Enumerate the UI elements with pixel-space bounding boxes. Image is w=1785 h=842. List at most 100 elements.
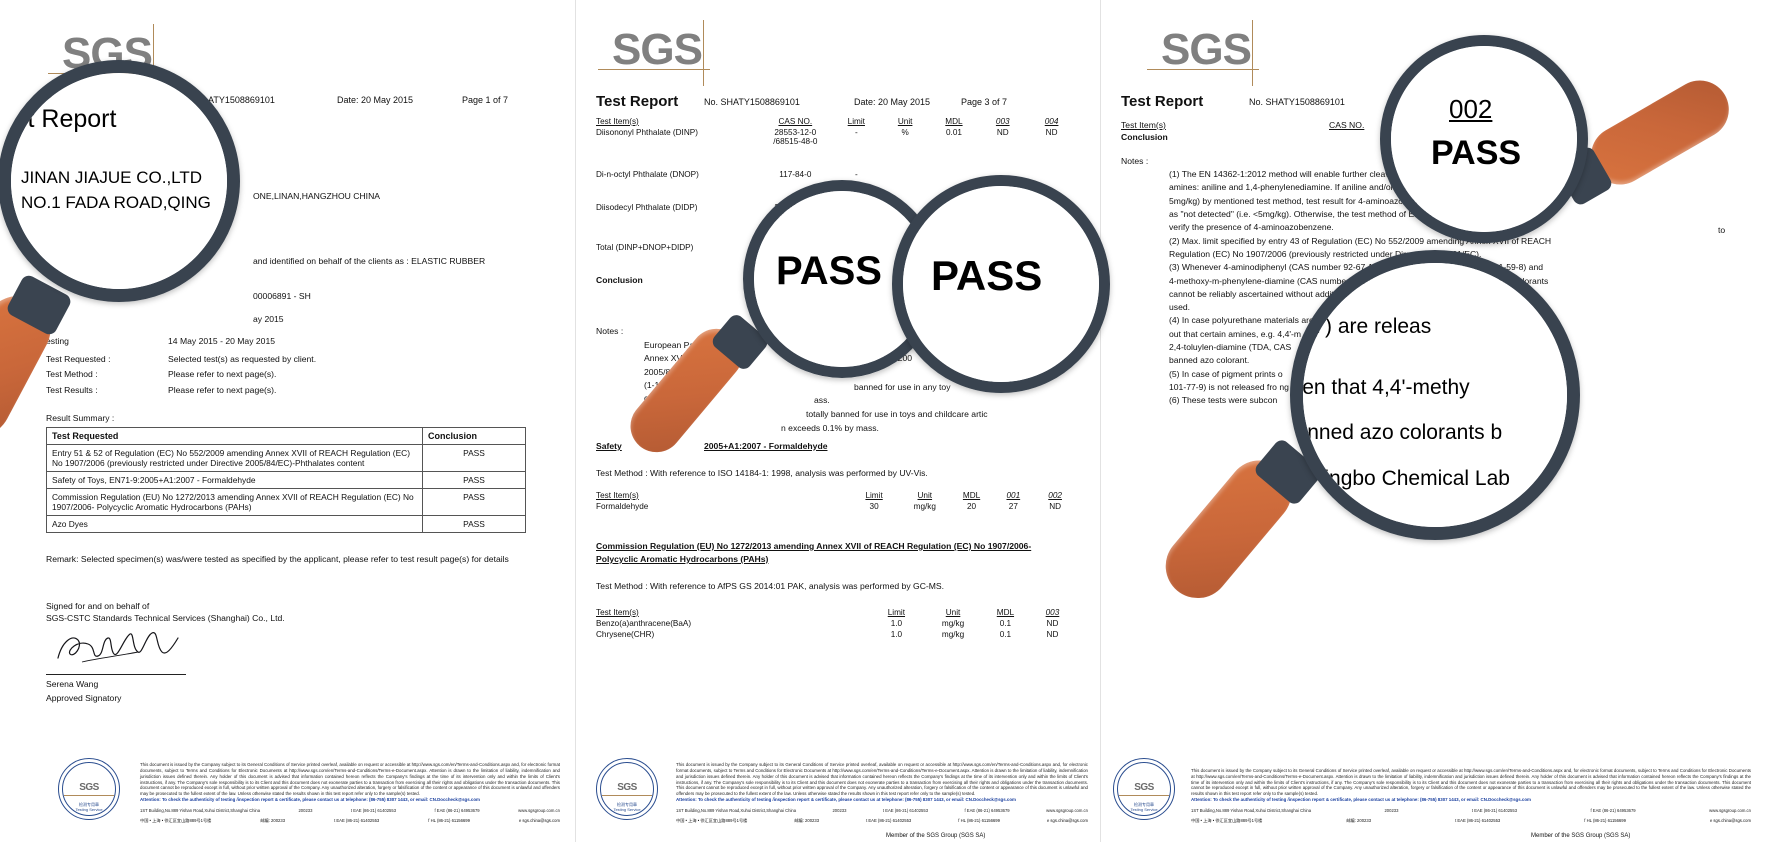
cell-r003: ND xyxy=(1046,619,1059,628)
document-page-3: SGS Test Report No. SHATY1508869101 Date… xyxy=(1100,0,1785,842)
client-address-tail: ONE,LINAN,HANGZHOU CHINA xyxy=(253,191,381,201)
signatory-title: Approved Signatory xyxy=(46,693,122,703)
footer-address-en: 1ST Building,No.889 Yishan Road,Xuhui Di… xyxy=(140,808,560,814)
report-number: ATY1508869101 xyxy=(208,95,275,105)
stamp-inner-circle xyxy=(1117,762,1171,816)
notes-block: (1) The EN 14362-1:2012 method will enab… xyxy=(1169,168,1729,408)
col-limit: Limit xyxy=(887,608,906,617)
note-line: verify the presence of 4-aminoazobenzene… xyxy=(1169,222,1334,233)
field-value: Please refer to next page(s). xyxy=(168,369,277,380)
sgs-logo-vline xyxy=(702,20,704,86)
footer-addr-en: 1ST Building,No.889 Yishan Road,Xuhui Di… xyxy=(140,807,261,813)
note-line: (1-1) DBP, BB xyxy=(644,379,698,390)
cell-conclusion: PASS xyxy=(422,488,526,516)
footer-address-en: 1ST Building,No.889 Yishan Road,Xuhui Di… xyxy=(1191,808,1751,814)
pah-section-heading: Commission Regulation (EU) No 1272/2013 … xyxy=(596,540,1076,566)
table-header-row: Test Item(s) CAS NO. Limit Unit MDL 003 … xyxy=(596,116,1076,127)
note-line: 4-methoxy-m-phenylene-diamine (CAS numbe… xyxy=(1169,275,1549,286)
footer-email: e sgs.china@sgs.com xyxy=(1046,818,1088,824)
report-date: Date: 20 May 2015 xyxy=(854,97,931,107)
signed-for-line1: Signed for and on behalf of xyxy=(46,601,150,611)
notes-label: Notes : xyxy=(596,326,624,336)
cell-cas: 117-84-0 xyxy=(779,170,812,179)
footer-tel-cn: t EAE (86-21) 61402553 xyxy=(1455,818,1501,824)
field-label: Test Results : xyxy=(46,384,98,395)
col-unit: Unit xyxy=(897,117,913,126)
note-line: (3) Whenever 4-aminodiphenyl (CAS number… xyxy=(1169,262,1544,273)
signatory-name: Serena Wang xyxy=(46,679,99,689)
stamp-logo-text: SGS xyxy=(1134,782,1154,793)
cell-conclusion: PASS xyxy=(422,515,526,533)
field-label: Test Requested : xyxy=(46,354,111,364)
page-footer: This document is issued by the Company s… xyxy=(140,762,560,824)
note-line: Regulation (EC) No 1907/2006 (previously… xyxy=(1169,248,1482,259)
cell-mdl xyxy=(930,169,979,180)
footer-zip-cn: 邮编: 200233 xyxy=(1346,818,1372,824)
col-mdl: MDL xyxy=(945,117,963,126)
cell-cas: 26761-40-0/68515-49-1 xyxy=(773,203,818,221)
field-label: Test Method : xyxy=(46,369,98,380)
spacer-row xyxy=(596,180,1076,202)
notes-label: Notes : xyxy=(1121,156,1149,166)
footer-terms-text: This document is issued by the Company s… xyxy=(1191,768,1751,797)
cell-test: Safety of Toys, EN71-9:2005+A1:2007 - Fo… xyxy=(46,471,423,489)
table-header-row: Test Item(s) Limit Unit MDL 003 xyxy=(596,607,1076,618)
note-fragment: n exceeds 0.1% by mass. xyxy=(781,423,879,433)
note-fragment: totally banned for use in toys and child… xyxy=(806,409,988,419)
footer-email: e sgs.china@sgs.com xyxy=(518,818,560,824)
footer-address-cn: 中国 • 上海 • 徐汇区宜山路889号1号楼 邮编: 200233 t EAE… xyxy=(140,818,560,824)
footer-address-en: 1ST Building,No.889 Yishan Road,Xuhui Di… xyxy=(676,808,1088,814)
table-row: Formaldehyde 30 mg/kg 20 27 ND xyxy=(596,501,1076,512)
col-sample-003: 003 xyxy=(1045,608,1060,617)
sgs-logo-vline xyxy=(1251,20,1253,86)
note-line: 101-77-9) is not released fro ng agent. xyxy=(1169,382,1316,392)
formaldehyde-section-heading-tail: 2005+A1:2007 - Formaldehyde xyxy=(704,441,828,451)
table-row: Chrysene(CHR) 1.0 mg/kg 0.1 ND xyxy=(596,629,1076,640)
sgs-logo: SGS xyxy=(598,20,710,86)
note-fragment: ass. xyxy=(814,395,830,405)
cell-r001: 27 xyxy=(1008,502,1018,511)
footer-tel: t EAE (86-21) 61402553 xyxy=(1471,807,1518,813)
stamp-inner-circle xyxy=(600,762,654,816)
col-sample-003: 003 xyxy=(995,117,1010,126)
col-test-items: Test Item(s) xyxy=(596,117,639,126)
col-sample-004: 004 xyxy=(1044,117,1059,126)
cell-unit xyxy=(881,202,930,222)
footer-attention-text: Attention: To check the authenticity of … xyxy=(676,797,1016,803)
cell-limit: - xyxy=(854,170,858,179)
footer-addr-en: 1ST Building,No.889 Yishan Road,Xuhui Di… xyxy=(676,807,797,813)
footer-fax-cn: f HL (86-21) 61156699 xyxy=(428,818,470,824)
cell-item: Diisononyl Phthalate (DINP) xyxy=(596,128,698,137)
result-summary-label: Result Summary : xyxy=(46,413,115,423)
sgs-logo: SGS xyxy=(1147,20,1259,86)
table-row: Total (DINP+DNOP+DIDP) xyxy=(596,242,1076,253)
footer-zip-cn: 邮编: 200233 xyxy=(794,818,820,824)
sgs-logo-vline xyxy=(152,24,154,90)
note-fragment: 907/200 xyxy=(881,353,913,363)
footer-zip: 200233 xyxy=(1384,807,1399,813)
cell-limit: 1.0 xyxy=(890,619,903,628)
footer-attention-text: Attention: To check the authenticity of … xyxy=(140,797,480,803)
footer-tel: t EAE (86-21) 61402553 xyxy=(882,807,929,813)
table-row: Benzo(a)anthracene(BaA) 1.0 mg/kg 0.1 ND xyxy=(596,618,1076,629)
sgs-logo-hline xyxy=(1147,69,1259,70)
note-line: 2,4-toluylen-diamine (TDA, CAS xyxy=(1169,342,1292,353)
cell-test: Entry 51 & 52 of Regulation (EC) No 552/… xyxy=(46,444,423,472)
cell-unit: % xyxy=(901,128,909,137)
result-summary-table: Test Requested Conclusion Entry 51 & 52 … xyxy=(46,427,526,533)
col-test-items: Test Item(s) xyxy=(1121,120,1166,130)
page-title: Test Report xyxy=(596,93,679,110)
testing-period-label: esting xyxy=(46,336,69,346)
sgs-logo-text: SGS xyxy=(612,25,703,74)
sgs-logo: SGS xyxy=(48,24,160,90)
field-test-requested: Test Requested : Selected test(s) as req… xyxy=(46,353,526,365)
remark-text: Remark: Selected specimen(s) was/were te… xyxy=(46,554,509,564)
footer-tel-cn: t EAE (86-21) 61402553 xyxy=(866,818,912,824)
footer-terms-text: This document is issued by the Company s… xyxy=(140,762,560,797)
formaldehyde-test-method: Test Method : With reference to ISO 1418… xyxy=(596,468,928,478)
cell-item: Diisodecyl Phthalate (DIDP) xyxy=(596,203,698,212)
footer-tel: t EAE (86-21) 61402553 xyxy=(350,807,397,813)
footer-fax: f EAE (86-21) 64953679 xyxy=(434,807,480,813)
sgs-stamp: SGS 检测专用章 Testing Service xyxy=(52,756,144,828)
phthalate-results-table: Test Item(s) CAS NO. Limit Unit MDL 003 … xyxy=(596,116,1076,253)
